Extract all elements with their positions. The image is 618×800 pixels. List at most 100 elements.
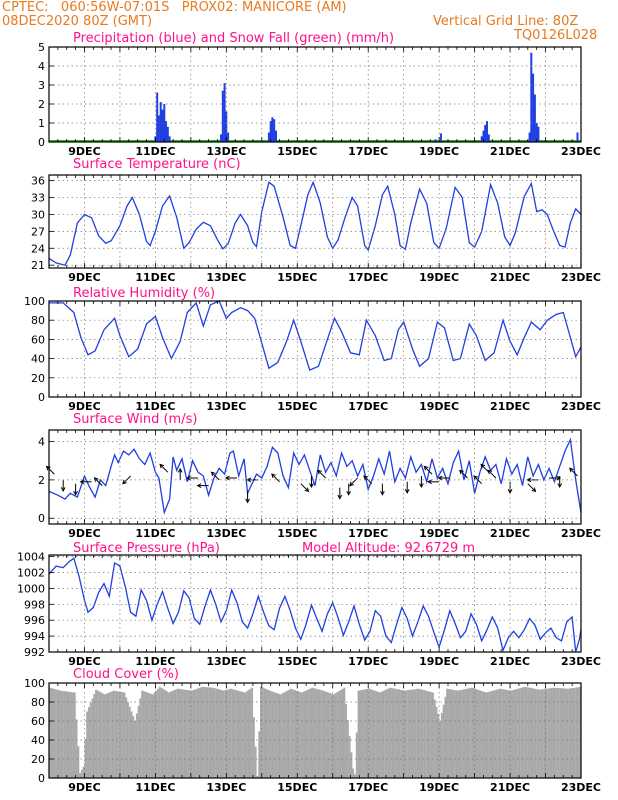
cloud-bar-257 <box>504 689 507 778</box>
header-model-id: TQ0126L028 <box>514 28 598 43</box>
cloud-bar-68 <box>169 691 172 778</box>
cloud-bar-230 <box>456 690 459 778</box>
cloud-bar-287 <box>557 688 560 778</box>
precip-bar-29 <box>533 94 536 142</box>
cloud-bar-92 <box>212 687 214 778</box>
cloud-bar-98 <box>222 690 225 778</box>
cloud-bar-24 <box>91 698 94 778</box>
cloud-bar-89 <box>206 687 209 778</box>
wind-ytick-label-1: 2 <box>38 474 45 487</box>
wind-arrow-33 <box>527 483 537 493</box>
cloud-bar-131 <box>281 693 284 778</box>
cloud-bar-267 <box>522 687 525 778</box>
cloud-bar-238 <box>471 687 473 778</box>
cloud-bar-255 <box>501 689 504 778</box>
cloud-bar-229 <box>455 690 457 778</box>
temperature-ytick-label-2: 27 <box>31 225 45 238</box>
humidity-ytick-label-1: 20 <box>31 372 45 385</box>
cloud-bar-85 <box>199 687 202 778</box>
cloud-bar-178 <box>364 689 367 778</box>
cloud-bar-82 <box>194 689 197 778</box>
cloud-bar-200 <box>403 690 406 778</box>
humidity-series-line <box>49 300 582 371</box>
precip-bar-25 <box>487 134 490 142</box>
precipitation-ytick-label-3: 3 <box>38 79 45 92</box>
cloud-bar-240 <box>474 688 477 778</box>
cloud-bar-283 <box>550 688 553 778</box>
pressure-ytick-label-4: 1000 <box>17 582 45 595</box>
cloud-bar-276 <box>538 689 541 778</box>
cloud-bar-264 <box>517 688 520 778</box>
wind-arrow-15 <box>300 483 310 493</box>
temperature-xtick-label-7: 23DEC <box>561 271 601 284</box>
cloud-bar-265 <box>518 688 521 778</box>
humidity-xtick-label-0: 9DEC <box>68 400 100 413</box>
wind-arrow-20 <box>349 477 358 487</box>
cloud-bar-282 <box>549 688 551 778</box>
cloud-bar-291 <box>565 688 567 778</box>
precip-bar-26 <box>528 132 531 142</box>
precip-bar-24 <box>486 121 488 142</box>
cloud-bar-270 <box>527 687 530 778</box>
pressure-ytick-label-0: 992 <box>24 646 45 659</box>
cloud-bar-189 <box>384 690 387 778</box>
cloud-bar-170 <box>350 752 353 778</box>
cloud-bar-254 <box>499 688 502 778</box>
cloud-bar-13 <box>72 692 74 778</box>
wind-arrow-27 <box>437 475 450 481</box>
cloud-bar-66 <box>166 691 168 778</box>
precip-bar-28 <box>532 73 535 142</box>
cloud-panel: Cloud Cover (%) 0 20 40 60 80 100 9DEC 11DEC 13DE… <box>24 667 601 794</box>
cloud-bar-187 <box>380 691 383 778</box>
cloud-bar-256 <box>503 689 505 778</box>
precipitation-ytick-label-5: 5 <box>38 41 45 54</box>
cloud-bar-60 <box>155 690 158 778</box>
cloud-bar-169 <box>348 736 351 778</box>
wind-ytick-label-2: 4 <box>38 436 45 449</box>
cloud-bar-105 <box>235 690 238 778</box>
wind-arrow-11 <box>224 475 237 481</box>
wind-arrow-24 <box>419 476 424 489</box>
pressure-panel: Surface Pressure (hPa) Model Altitude: 92… <box>17 541 601 668</box>
cloud-bar-171 <box>352 768 355 778</box>
cloud-bar-16 <box>77 746 80 778</box>
cloud-bar-261 <box>511 690 514 778</box>
cloud-bar-140 <box>297 691 300 778</box>
cloud-bar-95 <box>217 689 220 778</box>
wind-arrow-10 <box>210 471 220 481</box>
cloud-bar-206 <box>414 689 417 778</box>
wind-arrow-22 <box>380 483 385 496</box>
cloud-bar-23 <box>89 702 92 778</box>
cloud-bar-17 <box>79 773 81 778</box>
precip-bar-12 <box>225 111 228 142</box>
cloud-bar-263 <box>515 689 518 778</box>
cloud-bar-159 <box>331 693 333 778</box>
cloud-bar-150 <box>315 688 317 778</box>
wind-arrow-16 <box>309 476 314 489</box>
cloud-bar-244 <box>481 691 484 778</box>
cloud-bar-36 <box>112 690 115 778</box>
cloud-bar-70 <box>173 690 175 778</box>
cloud-bar-19 <box>82 766 85 778</box>
precipitation-xtick-label-6: 21DEC <box>490 145 530 158</box>
precip-bar-19 <box>434 139 437 142</box>
precip-bar-2 <box>157 115 160 142</box>
cloud-bar-225 <box>448 689 450 778</box>
humidity-xtick-label-3: 15DEC <box>277 400 317 413</box>
cloud-bar-107 <box>238 691 241 778</box>
precipitation-ytick-label-2: 2 <box>38 98 45 111</box>
cloud-bar-274 <box>534 688 537 778</box>
pressure-xtick-label-2: 13DEC <box>206 655 246 668</box>
temperature-ytick-label-4: 33 <box>31 192 45 205</box>
cloud-bar-211 <box>423 690 426 778</box>
precipitation-ytick-label-0: 0 <box>38 136 45 149</box>
cloud-bar-132 <box>283 692 285 778</box>
cloud-ytick-label-1: 20 <box>31 753 45 766</box>
pressure-xtick-label-6: 21DEC <box>490 655 530 668</box>
cloud-bar-128 <box>276 693 278 778</box>
wind-arrow-1 <box>60 479 66 492</box>
cloud-bar-138 <box>293 690 296 778</box>
cloud-bar-157 <box>327 692 330 778</box>
cloud-bar-14 <box>73 692 76 778</box>
